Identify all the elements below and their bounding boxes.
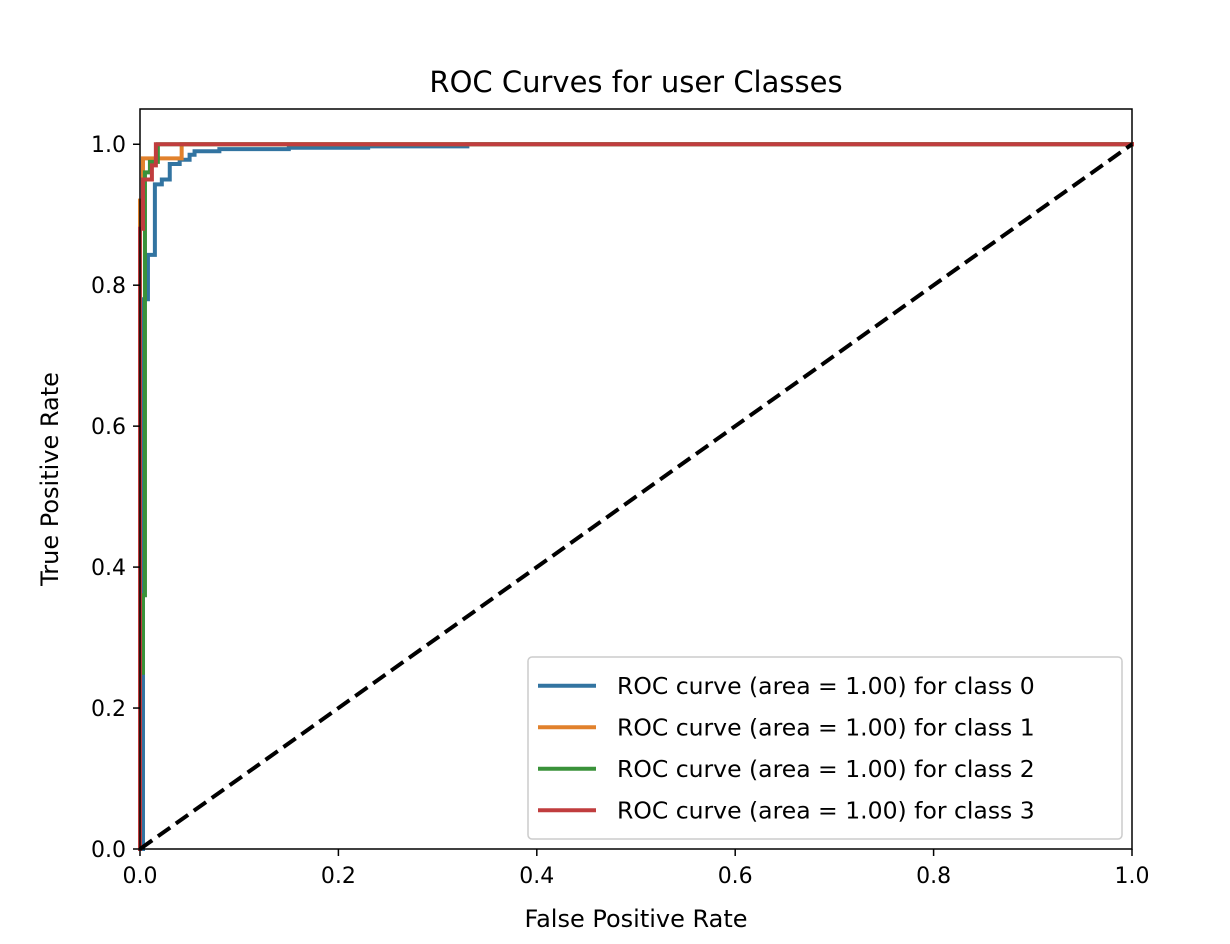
y-tick-label: 0.2 (91, 697, 126, 722)
y-tick-label: 0.4 (91, 556, 126, 581)
x-axis-ticks: 0.0 0.2 0.4 0.6 0.8 1.0 (123, 849, 1150, 889)
x-tick-label: 0.8 (916, 864, 951, 889)
y-tick-label: 0.8 (91, 274, 126, 299)
y-tick-label: 1.0 (91, 133, 126, 158)
legend-label-class-3: ROC curve (area = 1.00) for class 3 (617, 796, 1035, 824)
chart-title: ROC Curves for user Classes (429, 65, 842, 99)
x-tick-label: 1.0 (1115, 864, 1150, 889)
plot-frame (139, 108, 1133, 850)
x-tick-label: 0.4 (519, 864, 554, 889)
chance-diagonal-line (138, 142, 1134, 851)
x-tick-label: 0.6 (718, 864, 753, 889)
x-axis-label: False Positive Rate (524, 905, 747, 933)
x-tick-label: 0.2 (321, 864, 356, 889)
legend-box (527, 656, 1123, 840)
y-axis-ticks: 0.0 0.2 0.4 0.6 0.8 1.0 (91, 133, 140, 863)
x-tick-label: 0.0 (123, 864, 158, 889)
y-axis-label: True Positive Rate (36, 372, 64, 587)
y-tick-label: 0.6 (91, 415, 126, 440)
legend-label-class-2: ROC curve (area = 1.00) for class 2 (617, 755, 1035, 783)
roc-curve-class-0 (138, 142, 1134, 851)
roc-curve-class-3 (138, 142, 1134, 851)
legend-label-class-1: ROC curve (area = 1.00) for class 1 (617, 713, 1035, 741)
y-tick-label: 0.0 (91, 838, 126, 863)
legend-label-class-0: ROC curve (area = 1.00) for class 0 (617, 672, 1035, 700)
legend: ROC curve (area = 1.00) for class 0 ROC c… (527, 656, 1123, 840)
